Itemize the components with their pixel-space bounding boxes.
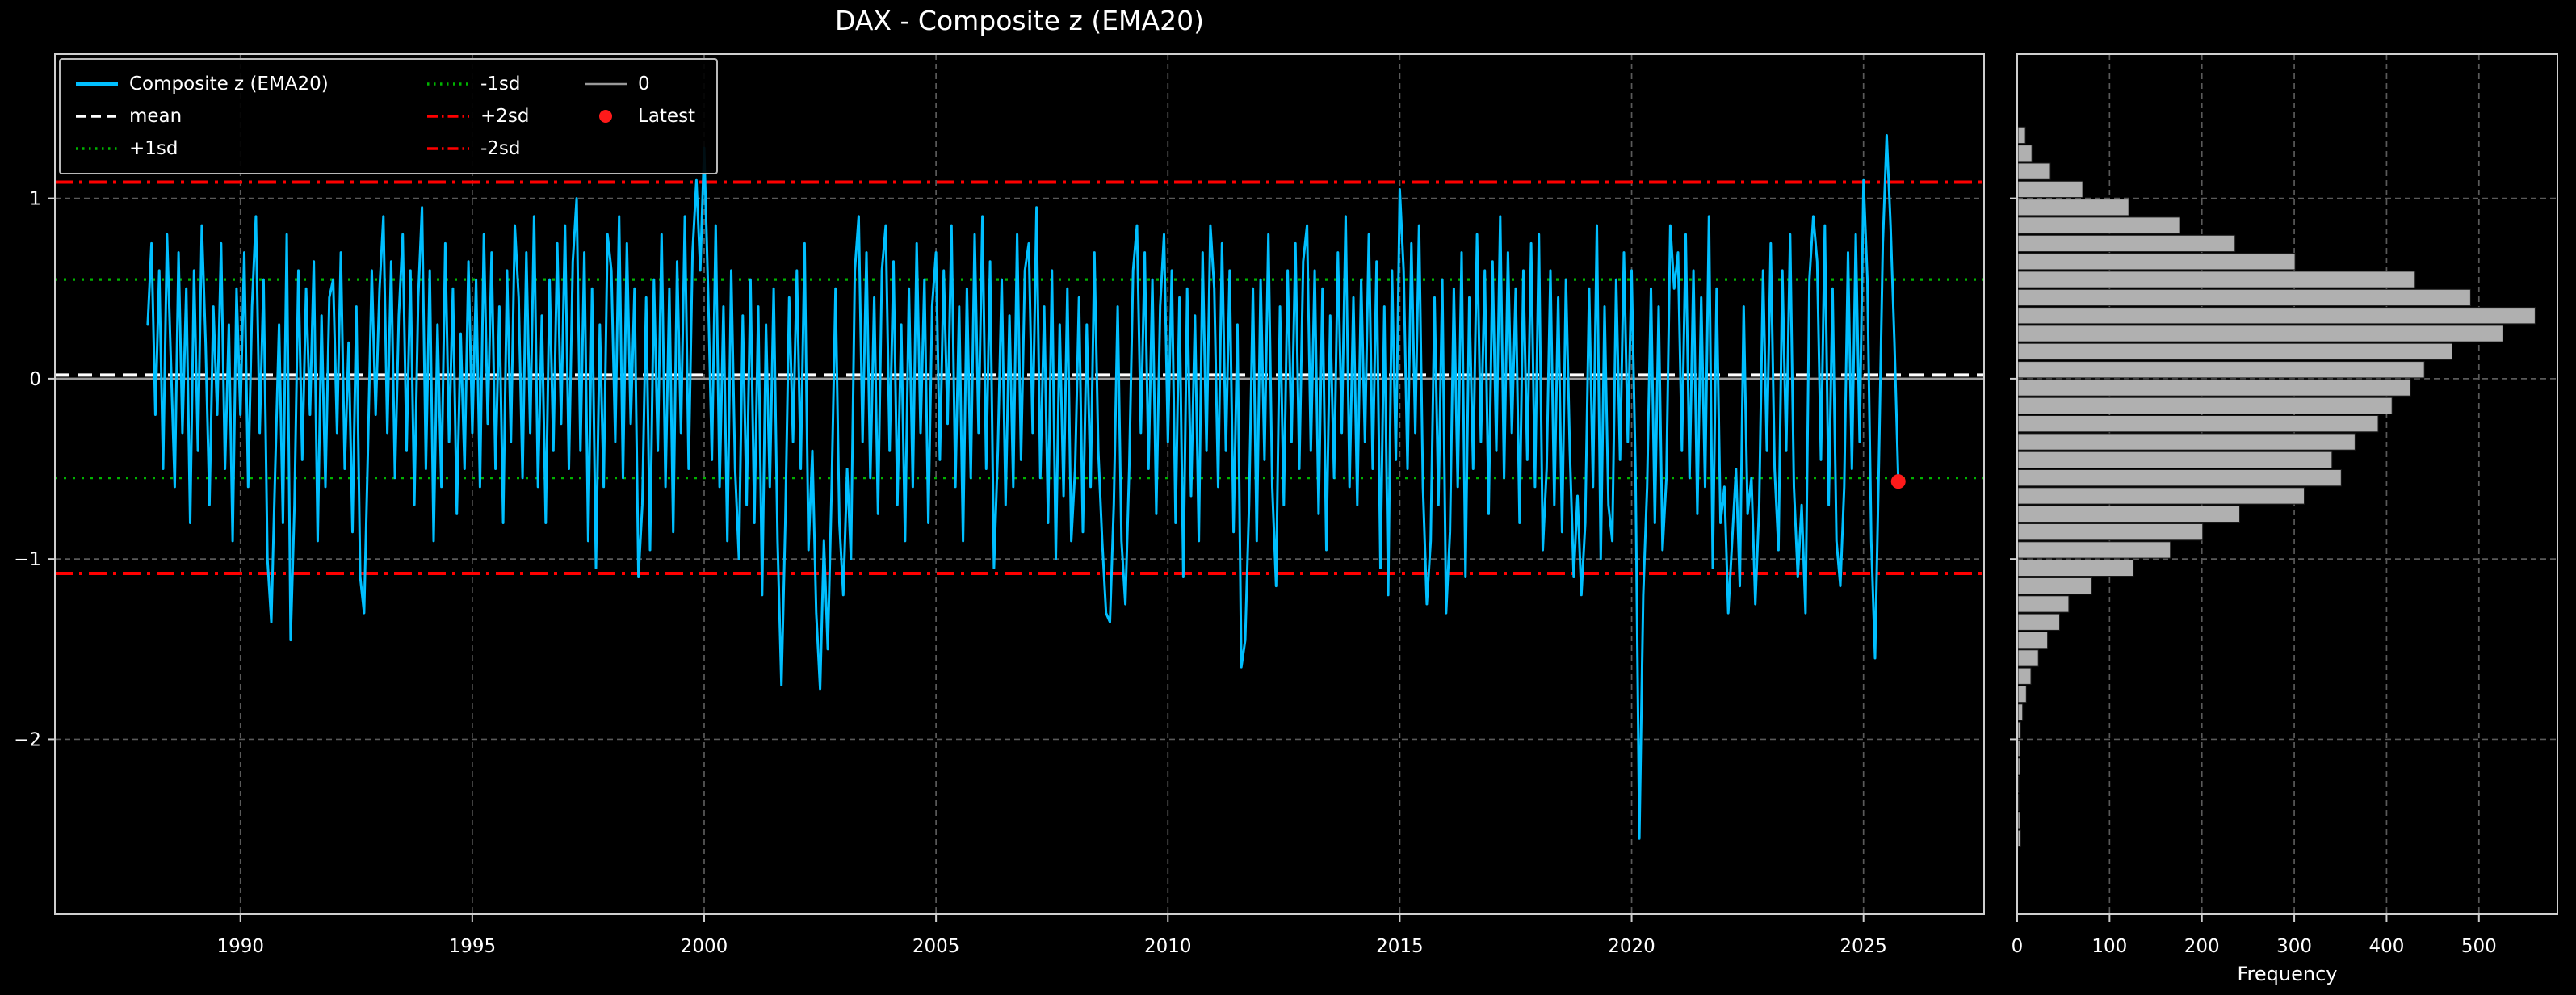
histogram-bar: [2017, 126, 2026, 145]
histogram-axes: 0 100 200 300 400 500: [2010, 53, 2558, 957]
histogram-bar: [2017, 361, 2425, 379]
histogram-bar: [2017, 667, 2032, 685]
histogram-bar: [2017, 523, 2204, 541]
histogram-bar: [2017, 415, 2379, 433]
legend-item-label: +1sd: [129, 138, 178, 159]
histogram-bar: [2017, 812, 2020, 829]
histogram-bar: [2017, 180, 2083, 199]
x-tick-label: 2000: [681, 936, 728, 957]
histogram-bar: [2017, 541, 2171, 559]
legend-line-2sd-swatch: [427, 115, 469, 118]
hist-x-tick-label: 100: [2091, 936, 2127, 957]
legend-item-latest: Latest: [583, 100, 704, 132]
histogram-bar: [2017, 397, 2393, 415]
legend-item-label: 0: [638, 73, 650, 94]
legend-line-1sd-swatch: [76, 147, 118, 150]
histogram-bar: [2017, 469, 2342, 487]
hist-x-tick-label: 400: [2368, 936, 2404, 957]
histogram-bar: [2017, 613, 2060, 631]
x-tick-label: 2025: [1840, 936, 1887, 957]
histogram-bar: [2017, 775, 2020, 793]
chart-title: DAX - Composite z (EMA20): [835, 5, 1204, 36]
legend-item-composite-z-ema20: Composite z (EMA20): [74, 68, 426, 100]
x-tick-label: 2015: [1376, 936, 1424, 957]
main-axes-frame: [54, 53, 1985, 915]
histogram-bar: [2017, 685, 2027, 703]
legend-item-2sd: -2sd: [426, 132, 583, 165]
legend-item-1sd: -1sd: [426, 68, 583, 100]
histogram-bar: [2017, 559, 2134, 577]
y-tick-label: 0: [29, 369, 41, 390]
x-tick-label: 2005: [913, 936, 960, 957]
legend-line-2sd-swatch: [427, 147, 469, 150]
histogram-bar: [2017, 325, 2503, 342]
legend-item-label: mean: [129, 106, 183, 127]
histogram-bar: [2017, 721, 2021, 739]
legend-item-1sd: +1sd: [74, 132, 426, 165]
histogram-bar: [2017, 739, 2020, 758]
x-tick-label: 2020: [1608, 936, 1655, 957]
histogram-bar: [2017, 632, 2049, 649]
legend: Composite z (EMA20) mean +1sd -1sd +2sd -2sd 0…: [59, 58, 718, 174]
legend-item-label: Latest: [638, 106, 696, 127]
legend-line-0-swatch: [585, 82, 627, 86]
histogram-bar: [2017, 216, 2180, 234]
hist-x-axis-label: Frequency: [2237, 963, 2338, 985]
histogram-bar: [2017, 793, 2020, 812]
histogram-bar: [2017, 288, 2471, 307]
latest-point-marker: [1890, 474, 1906, 489]
hist-x-tick-label: 0: [2012, 936, 2024, 957]
legend-item-2sd: +2sd: [426, 100, 583, 132]
series-line: [146, 134, 1900, 840]
legend-item-mean: mean: [74, 100, 426, 132]
legend-column: Composite z (EMA20) mean +1sd: [74, 68, 426, 165]
legend-line-composite-z-ema20-swatch: [76, 82, 118, 86]
histogram-bar: [2017, 451, 2333, 469]
legend-column: -1sd +2sd -2sd: [426, 68, 583, 165]
histogram-bar: [2017, 433, 2356, 451]
legend-marker-latest-swatch: [599, 110, 612, 123]
x-tick-label: 1995: [449, 936, 497, 957]
y-tick-label: −2: [14, 729, 41, 750]
y-tick-label: 1: [29, 189, 41, 210]
histogram-bar: [2017, 758, 2020, 775]
histogram-bar: [2017, 703, 2024, 721]
histogram-bar: [2017, 379, 2411, 397]
histogram-bar: [2017, 505, 2240, 523]
legend-line-1sd-swatch: [427, 82, 469, 86]
histogram-bar: [2017, 234, 2236, 253]
histogram-bar: [2017, 145, 2033, 162]
histogram-bar: [2017, 162, 2051, 180]
legend-line-mean-swatch: [76, 115, 118, 118]
legend-item-label: -2sd: [480, 138, 521, 159]
hist-x-tick-label: 200: [2184, 936, 2220, 957]
histogram-bar: [2017, 307, 2536, 325]
legend-column: 0 Latest: [583, 68, 704, 165]
legend-item-label: Composite z (EMA20): [129, 73, 329, 94]
hist-axes-frame: [2016, 53, 2558, 915]
histogram-bar: [2017, 487, 2305, 505]
legend-item-0: 0: [583, 68, 704, 100]
hist-x-tick-label: 300: [2276, 936, 2312, 957]
x-tick-label: 1990: [216, 936, 264, 957]
histogram-bar: [2017, 253, 2296, 271]
histogram-bar: [2017, 271, 2416, 288]
hist-x-tick-label: 500: [2461, 936, 2497, 957]
histogram-bar: [2017, 595, 2070, 613]
legend-item-label: -1sd: [480, 73, 521, 94]
histogram-bar: [2017, 199, 2129, 216]
main-axes: 1990 1995 2000 2005 2010 2015 2020 2025 1 0 −1 −2: [14, 53, 1985, 957]
histogram-bar: [2017, 649, 2039, 667]
legend-item-label: +2sd: [480, 106, 530, 127]
histogram-bar: [2017, 342, 2452, 361]
y-tick-label: −1: [14, 549, 41, 570]
histogram-bar: [2017, 577, 2092, 595]
histogram-bar: [2017, 829, 2021, 847]
x-tick-label: 2010: [1144, 936, 1192, 957]
